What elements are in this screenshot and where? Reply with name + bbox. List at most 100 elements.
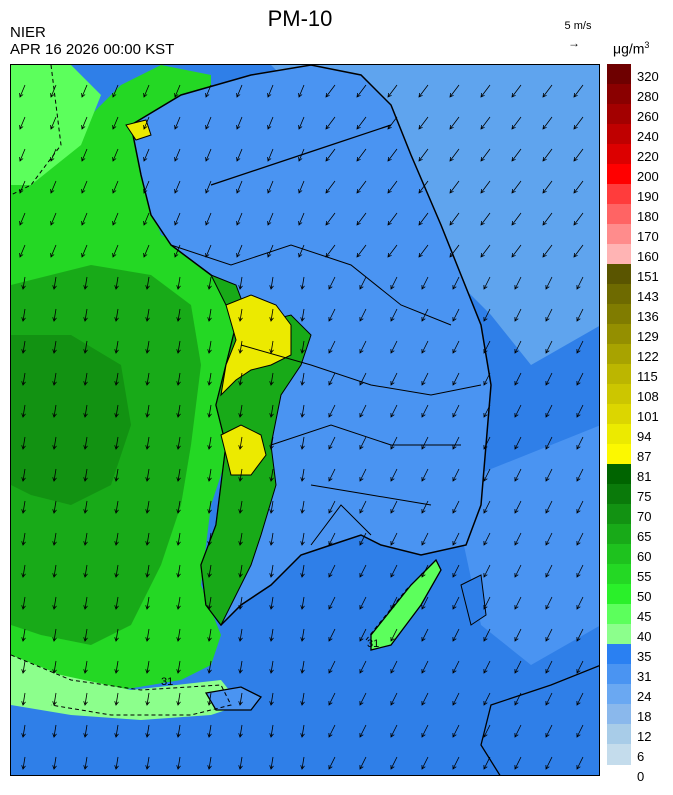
wind-arrow-icon: [50, 244, 57, 258]
wind-arrow-icon: [83, 468, 88, 482]
yellow-hotspot-north: [125, 119, 152, 141]
legend-swatch: [607, 144, 631, 165]
legend-swatch: [607, 504, 631, 525]
wind-arrow-icon: [511, 116, 522, 130]
wind-arrow-icon: [483, 468, 491, 482]
wind-arrow-icon: [542, 180, 553, 194]
wind-arrow-icon: [145, 372, 150, 386]
legend-swatch: [607, 164, 631, 185]
wind-arrow-icon: [545, 436, 553, 450]
wind-arrow-icon: [238, 628, 243, 642]
wind-arrow-icon: [21, 500, 26, 514]
wind-arrow-icon: [52, 308, 57, 322]
legend-swatch: [607, 264, 631, 285]
legend-label: 60: [637, 549, 652, 564]
wind-arrow-icon: [573, 212, 584, 226]
wind-arrow-icon: [328, 468, 336, 482]
wind-reference-arrow-icon: →: [568, 36, 580, 50]
legend-label: 160: [637, 249, 659, 264]
wind-arrow-icon: [145, 436, 150, 450]
wind-arrow-icon: [19, 84, 26, 98]
wind-arrow-icon: [452, 500, 460, 514]
wind-arrow-icon: [300, 660, 305, 674]
wind-arrow-icon: [328, 692, 336, 706]
wind-arrow-icon: [143, 244, 150, 258]
wind-arrow-icon: [576, 372, 584, 386]
wind-arrow-icon: [514, 468, 522, 482]
wind-arrow-icon: [545, 372, 553, 386]
wind-arrow-icon: [176, 468, 181, 482]
tsushima-island: [370, 558, 442, 651]
wind-arrow-icon: [483, 372, 491, 386]
wind-arrow-icon: [452, 724, 460, 738]
wind-arrow-icon: [145, 692, 150, 706]
wind-arrow-icon: [19, 212, 26, 226]
wind-arrow-icon: [112, 148, 119, 162]
wind-arrow-icon: [325, 180, 336, 194]
legend-swatch: [607, 704, 631, 725]
legend-label: 200: [637, 169, 659, 184]
wind-arrow-icon: [114, 436, 119, 450]
wind-arrow-icon: [83, 436, 88, 450]
wind-arrow-icon: [207, 596, 212, 610]
yellow-hotspot-south: [220, 424, 267, 476]
wind-arrow-icon: [81, 180, 88, 194]
wind-arrow-icon: [207, 436, 212, 450]
wind-arrow-icon: [359, 692, 367, 706]
legend-label: 55: [637, 569, 652, 584]
unit-base: μg/m: [613, 40, 645, 57]
wind-arrow-icon: [483, 404, 491, 418]
wind-arrow-icon: [545, 340, 553, 354]
wind-arrow-icon: [112, 116, 119, 130]
wind-arrow-icon: [576, 308, 584, 322]
wind-arrow-icon: [269, 468, 274, 482]
legend-label: 136: [637, 309, 659, 324]
legend-swatch: [607, 184, 631, 205]
wind-arrow-icon: [542, 148, 553, 162]
legend-label: 65: [637, 529, 652, 544]
wind-arrow-icon: [328, 628, 336, 642]
wind-arrow-icon: [21, 404, 26, 418]
wind-arrow-icon: [418, 180, 429, 194]
wind-arrow-icon: [421, 692, 429, 706]
wind-arrow-icon: [207, 340, 212, 354]
wind-arrow-icon: [480, 212, 491, 226]
timestamp-label: APR 16 2026 00:00 KST: [10, 41, 175, 58]
wind-arrow-icon: [298, 180, 305, 194]
wind-arrow-icon: [387, 116, 398, 130]
pm10-map[interactable]: 31 31: [10, 64, 600, 776]
wind-arrow-icon: [452, 660, 460, 674]
wind-arrow-icon: [50, 84, 57, 98]
wind-arrow-icon: [545, 308, 553, 322]
wind-arrow-icon: [542, 212, 553, 226]
wind-arrow-icon: [300, 756, 305, 770]
wind-vectors: [19, 84, 584, 770]
wind-arrow-icon: [359, 660, 367, 674]
organization-label: NIER: [10, 24, 46, 41]
wind-arrow-icon: [421, 340, 429, 354]
wind-arrow-icon: [176, 660, 181, 674]
wind-arrow-icon: [514, 596, 522, 610]
wind-arrow-icon: [576, 596, 584, 610]
wind-arrow-icon: [145, 532, 150, 546]
legend-label: 81: [637, 469, 652, 484]
legend-label: 87: [637, 449, 652, 464]
wind-arrow-icon: [298, 116, 305, 130]
wind-arrow-icon: [207, 564, 212, 578]
wind-arrow-icon: [418, 84, 429, 98]
wind-arrow-icon: [545, 724, 553, 738]
wind-arrow-icon: [514, 500, 522, 514]
legend-swatch: [607, 204, 631, 225]
wind-arrow-icon: [576, 468, 584, 482]
legend-label: 129: [637, 329, 659, 344]
wind-arrow-icon: [449, 148, 460, 162]
legend-swatch: [607, 724, 631, 745]
wind-arrow-icon: [545, 756, 553, 770]
wind-arrow-icon: [325, 212, 336, 226]
legend-swatch: [607, 104, 631, 125]
wind-arrow-icon: [300, 500, 305, 514]
wind-arrow-icon: [545, 628, 553, 642]
wind-arrow-icon: [545, 596, 553, 610]
wind-arrow-icon: [421, 756, 429, 770]
legend-label: 12: [637, 729, 652, 744]
